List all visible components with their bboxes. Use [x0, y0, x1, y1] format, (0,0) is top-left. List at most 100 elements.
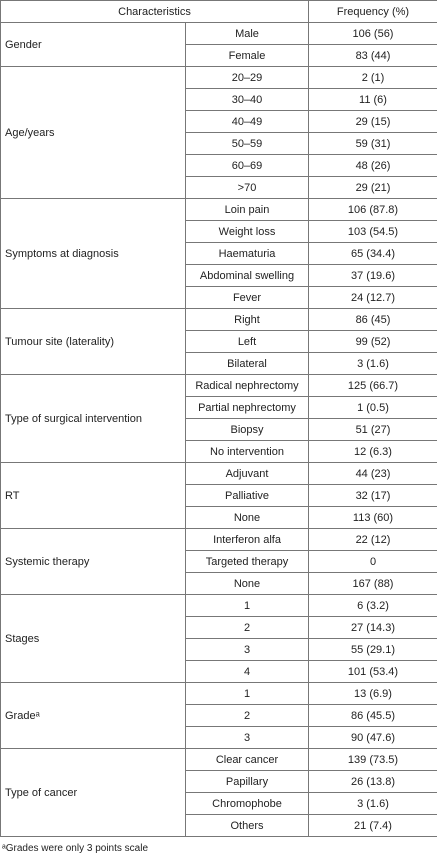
subcategory: 2 [185, 616, 309, 639]
frequency: 26 (13.8) [308, 770, 437, 793]
subcategory: Male [185, 22, 309, 45]
footnote: ᵃGrades were only 3 points scale [2, 843, 149, 854]
frequency: 27 (14.3) [308, 616, 437, 639]
table-row: Targeted therapy 0 [1, 550, 437, 573]
subcategory: 30–40 [185, 88, 309, 111]
subcategory: Others [185, 814, 309, 837]
subcategory: 3 [185, 726, 309, 749]
frequency: 29 (21) [308, 176, 437, 199]
group-label: Age/years [0, 66, 186, 199]
subcategory: Papillary [185, 770, 309, 793]
group-label: Gradeᵃ [0, 682, 186, 749]
frequency: 11 (6) [308, 88, 437, 111]
table-row: Type of surgical intervention Radical nep… [0, 374, 437, 463]
subcategory: Palliative [185, 484, 309, 507]
subcategory: Haematuria [185, 242, 309, 265]
subcategory: 4 [185, 660, 309, 683]
table-row: Stages 1 6 (3.2) [0, 594, 437, 683]
frequency: 2 (1) [308, 66, 437, 89]
subcategory: 60–69 [185, 154, 309, 177]
frequency: 106 (87.8) [308, 198, 437, 221]
table-row: None 167 (88) [1, 572, 437, 595]
frequency: 29 (15) [308, 110, 437, 133]
table-row: Gradeᵃ 1 13 (6.9) [0, 682, 437, 749]
table-row: 2 86 (45.5) [1, 704, 437, 727]
frequency: 139 (73.5) [308, 748, 437, 771]
header-row: Characteristics Frequency (%) [0, 0, 437, 23]
subcategory: Left [185, 330, 309, 353]
frequency: 99 (52) [308, 330, 437, 353]
frequency: 21 (7.4) [308, 814, 437, 837]
table-row: 4 101 (53.4) [1, 660, 437, 683]
table-row: Fever 24 (12.7) [1, 286, 437, 309]
table-row: None 113 (60) [1, 506, 437, 529]
table-row: Chromophobe 3 (1.6) [1, 792, 437, 815]
subcategory: 1 [185, 682, 309, 705]
frequency: 1 (0.5) [308, 396, 437, 419]
subcategory: Loin pain [185, 198, 309, 221]
table-row: Systemic therapy Interferon alfa 22 (12) [0, 528, 437, 595]
subcategory: Radical nephrectomy [185, 374, 309, 397]
subcategory: 50–59 [185, 132, 309, 155]
frequency: 86 (45) [308, 308, 437, 331]
frequency: 6 (3.2) [308, 594, 437, 617]
subcategory: Bilateral [185, 352, 309, 375]
table-row: Gender Male 106 (56) [0, 22, 437, 67]
subcategory: Fever [185, 286, 309, 309]
frequency: 113 (60) [308, 506, 437, 529]
header-cell: Frequency (%) [308, 0, 437, 23]
table-row: Type of cancer Clear cancer 139 (73.5) [0, 748, 437, 837]
group-label: Symptoms at diagnosis [0, 198, 186, 309]
subcategory: Right [185, 308, 309, 331]
table-row: Symptoms at diagnosis Loin pain 106 (87.8) [0, 198, 437, 309]
subcategory: Interferon alfa [185, 528, 309, 551]
frequency: 167 (88) [308, 572, 437, 595]
table-row: Left 99 (52) [1, 330, 437, 353]
frequency: 65 (34.4) [308, 242, 437, 265]
frequency: 12 (6.3) [308, 440, 437, 463]
frequency: 13 (6.9) [308, 682, 437, 705]
table: Characteristics Frequency (%) Gender Male 10… [0, 0, 437, 837]
subcategory: Partial nephrectomy [185, 396, 309, 419]
table-row: Partial nephrectomy 1 (0.5) [1, 396, 437, 419]
frequency: 48 (26) [308, 154, 437, 177]
group-label: Tumour site (laterality) [0, 308, 186, 375]
group-label: Stages [0, 594, 186, 683]
header-cell: Characteristics [0, 0, 309, 23]
subcategory: No intervention [185, 440, 309, 463]
frequency: 44 (23) [308, 462, 437, 485]
table-row: Tumour site (laterality) Right 86 (45) [0, 308, 437, 375]
subcategory: 2 [185, 704, 309, 727]
subcategory: Abdominal swelling [185, 264, 309, 287]
frequency: 0 [308, 550, 437, 573]
subcategory: Weight loss [185, 220, 309, 243]
subcategory: >70 [185, 176, 309, 199]
table-row: 3 55 (29.1) [1, 638, 437, 661]
subcategory: Chromophobe [185, 792, 309, 815]
frequency: 51 (27) [308, 418, 437, 441]
table-row: Haematuria 65 (34.4) [1, 242, 437, 265]
subcategory: Adjuvant [185, 462, 309, 485]
group-label: Gender [0, 22, 186, 67]
subcategory: Clear cancer [185, 748, 309, 771]
frequency: 55 (29.1) [308, 638, 437, 661]
table-row: Age/years 20–29 2 (1) [0, 66, 437, 199]
frequency: 3 (1.6) [308, 352, 437, 375]
subcategory: Female [185, 44, 309, 67]
table-row: RT Adjuvant 44 (23) [0, 462, 437, 529]
group-label: RT [0, 462, 186, 529]
table-row: 3 90 (47.6) [1, 726, 437, 749]
table-row: Weight loss 103 (54.5) [1, 220, 437, 243]
table-row: Others 21 (7.4) [1, 814, 437, 837]
frequency: 125 (66.7) [308, 374, 437, 397]
group-label: Systemic therapy [0, 528, 186, 595]
table-row: 60–69 48 (26) [1, 154, 437, 177]
subcategory: None [185, 506, 309, 529]
frequency: 106 (56) [308, 22, 437, 45]
frequency: 90 (47.6) [308, 726, 437, 749]
frequency: 32 (17) [308, 484, 437, 507]
frequency: 83 (44) [308, 44, 437, 67]
frequency: 22 (12) [308, 528, 437, 551]
subcategory: Targeted therapy [185, 550, 309, 573]
